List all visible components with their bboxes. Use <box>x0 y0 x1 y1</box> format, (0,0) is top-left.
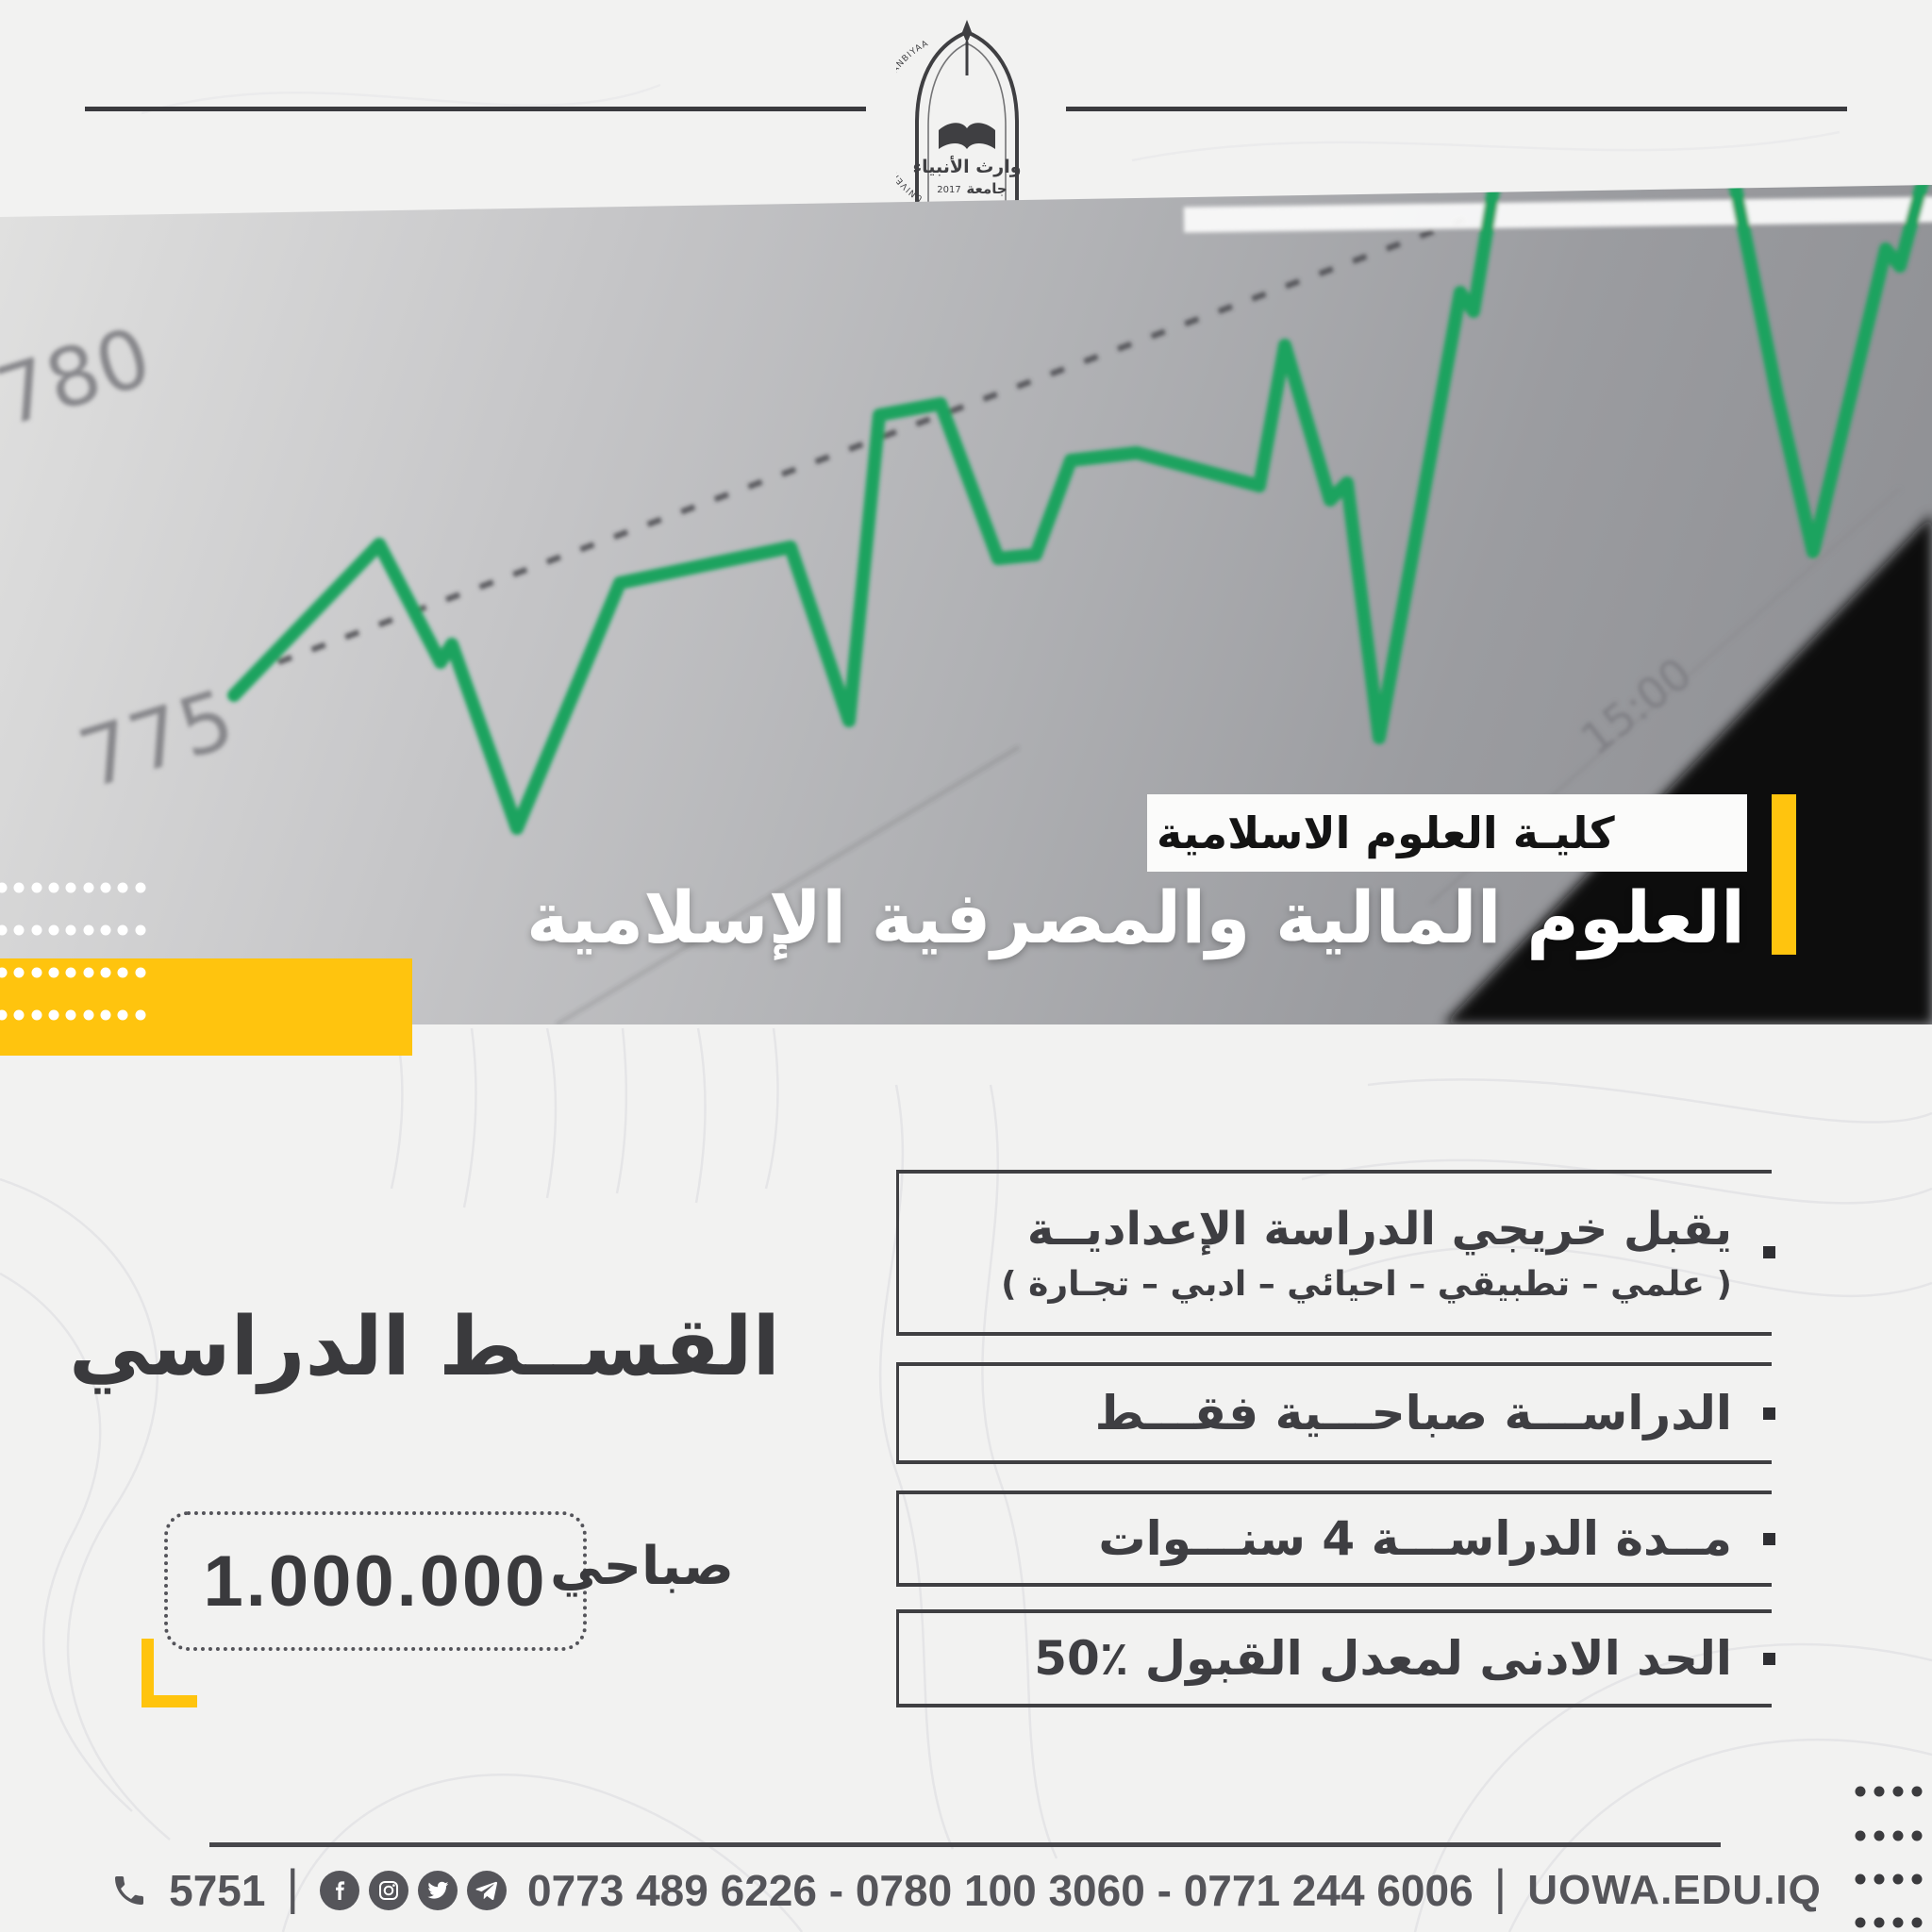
short-phone-number: 5751 <box>169 1866 266 1915</box>
department-title: العلوم المالية والمصرفية الإسلامية <box>525 875 1745 959</box>
instagram-icon <box>368 1871 408 1910</box>
logo-ar-name: وارث الأنبياء <box>912 156 1021 177</box>
open-book-icon <box>939 123 995 149</box>
detail-text: الدراســـة صباحـــية فقـــط <box>1094 1386 1732 1441</box>
logo-year: 2017 <box>937 185 960 195</box>
logo-ar-word: جامعة <box>966 180 1007 197</box>
tablet-bezel-wedge <box>1443 514 1932 1024</box>
square-bullet-icon <box>1763 1246 1775 1258</box>
footer-rule <box>209 1842 1721 1847</box>
square-bullet-icon <box>1763 1653 1775 1665</box>
footer-divider: | <box>1493 1860 1507 1915</box>
header-rule-left <box>85 107 866 111</box>
phone-numbers: 0773 489 6226 - 0780 100 3060 - 0771 244… <box>526 1866 1474 1915</box>
square-bullet-icon <box>1763 1533 1775 1545</box>
stock-chart-photo: 780 775 15:00 <box>0 185 1932 1024</box>
square-bullet-icon <box>1763 1407 1775 1420</box>
phone-icon <box>115 1876 144 1905</box>
header-rule-right <box>1066 107 1847 111</box>
facebook-icon <box>319 1871 359 1910</box>
screen-white-band <box>1183 196 1932 233</box>
tuition-title: القســط الدراسي <box>68 1300 780 1394</box>
green-chart-line-right <box>1720 185 1932 558</box>
detail-subtext: ( علمي – تطبيقي – احيائي – ادبي – تجـارة… <box>1001 1264 1732 1304</box>
telegram-icon <box>466 1871 507 1910</box>
y-axis-label-775: 775 <box>69 672 244 808</box>
detail-text: مــدة الدراســـة 4 سنـــوات <box>1098 1511 1732 1566</box>
footer: 5751 | 0773 489 6226 - 0780 100 3060 - 0… <box>0 1847 1932 1932</box>
website-url: UOWA.EDU.IQ <box>1527 1867 1822 1913</box>
dark-dots-pattern <box>1855 1786 1923 1928</box>
y-axis-label-780: 780 <box>0 309 161 445</box>
tuition-amount-box: 1.000.000 <box>164 1511 587 1651</box>
detail-row-shift: الدراســـة صباحـــية فقـــط <box>896 1362 1772 1464</box>
yellow-accent-bar <box>1772 794 1796 955</box>
college-name: كليـة العلوم الاسلامية <box>1157 808 1615 858</box>
college-caption-box: كليـة العلوم الاسلامية <box>1147 794 1747 872</box>
footer-divider: | <box>286 1860 299 1915</box>
tuition-amount: 1.000.000 <box>203 1541 548 1622</box>
detail-row-min-grade: الحد الادنى لمعدل القبول ٪50 <box>896 1609 1772 1707</box>
white-dots-pattern <box>0 882 146 1021</box>
twitter-icon <box>417 1871 458 1910</box>
university-logo: UNIVERSITY OF WARITH AL-ANBIYAA وارث الأ… <box>896 20 1022 206</box>
tuition-shift-label: صباحي <box>549 1536 734 1597</box>
x-axis-label-1500: 15:00 <box>1572 647 1702 764</box>
detail-text: يقبل خريجي الدراسة الإعداديــة <box>1026 1202 1732 1256</box>
detail-text: الحد الادنى لمعدل القبول ٪50 <box>1034 1631 1732 1686</box>
detail-row-duration: مــدة الدراســـة 4 سنـــوات <box>896 1491 1772 1587</box>
svg-text:UNIVERSITY OF WARITH AL-ANBIYA: UNIVERSITY OF WARITH AL-ANBIYAA <box>896 39 930 203</box>
yellow-corner-accent <box>142 1639 197 1707</box>
detail-row-admission: يقبل خريجي الدراسة الإعداديــة ( علمي – … <box>896 1170 1772 1336</box>
social-icons <box>319 1871 507 1910</box>
logo-en-name: UNIVERSITY OF WARITH AL-ANBIYAA <box>896 39 929 203</box>
green-chart-line <box>227 185 1507 835</box>
screen-crease <box>555 745 1021 1024</box>
